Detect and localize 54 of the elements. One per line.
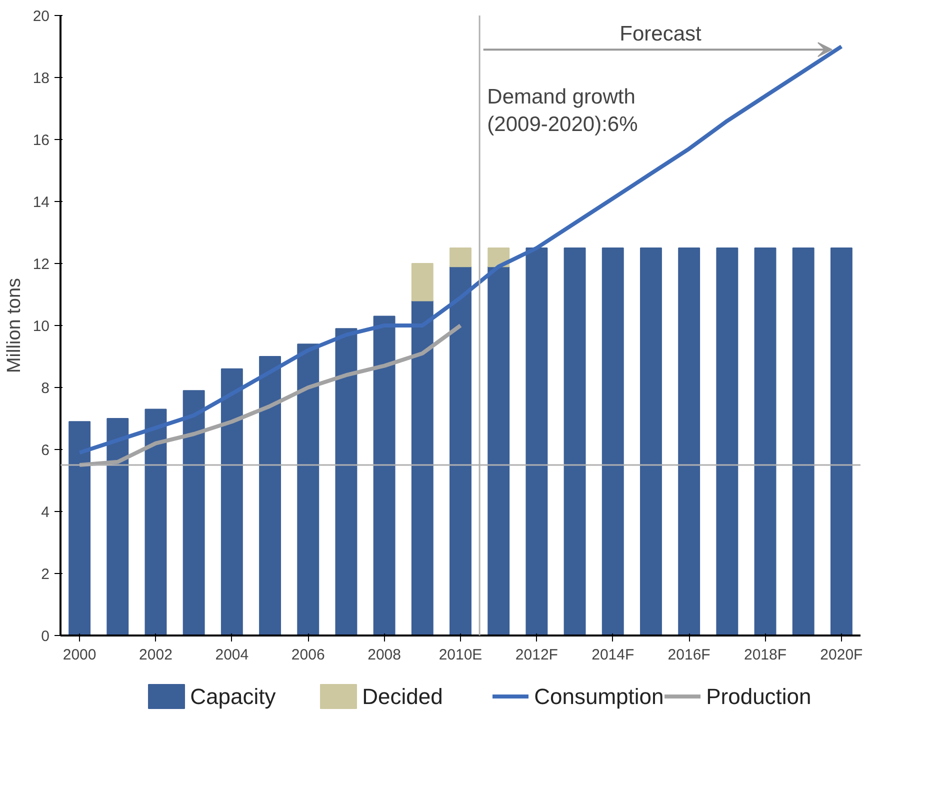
x-tick-label: 2020F: [820, 646, 863, 664]
bar: [68, 421, 91, 636]
y-tick-label: 8: [41, 380, 50, 397]
x-tick-label: 2016F: [668, 646, 710, 664]
bar: [297, 344, 320, 636]
y-tick-label: 0: [41, 628, 50, 645]
bar: [678, 248, 700, 636]
x-tick-label: 2018F: [744, 646, 787, 664]
y-tick-label: 20: [32, 8, 50, 25]
bar: [716, 248, 738, 636]
bar: [411, 263, 434, 302]
bar: [450, 248, 472, 268]
bar: [182, 390, 205, 636]
x-tick-label: 2004: [215, 646, 249, 664]
x-tick-label: 2002: [139, 646, 172, 664]
bar: [792, 248, 814, 636]
y-tick-label: 12: [32, 256, 50, 273]
y-tick-label: 6: [41, 442, 50, 459]
x-tick-label: 2000: [62, 646, 96, 664]
bar: [488, 266, 510, 636]
annotation: Forecast: [620, 22, 702, 46]
bar: [373, 316, 396, 636]
y-tick-label: 18: [32, 70, 50, 87]
y-tick-label: 4: [41, 504, 50, 521]
bar: [220, 368, 243, 636]
y-axis-title: Million tons: [4, 278, 25, 374]
legend-label: Capacity: [190, 684, 276, 709]
bar: [411, 300, 434, 636]
bar: [106, 418, 129, 636]
bar: [144, 408, 167, 636]
bar: [335, 328, 358, 636]
bar: [754, 248, 776, 636]
y-tick-label: 2: [41, 566, 50, 583]
line-series: [78, 44, 844, 455]
bar: [602, 248, 624, 636]
y-tick-label: 14: [32, 194, 50, 211]
annotation: Demand growth (2009-2020):6%: [487, 86, 638, 136]
x-tick-label: 2006: [291, 646, 325, 664]
legend-label: Production: [706, 684, 812, 709]
bar: [259, 356, 281, 636]
line-series: [78, 324, 462, 467]
legend-label: Consumption: [534, 684, 664, 709]
x-tick-label: 2010E: [438, 646, 482, 664]
x-tick-label: 2014F: [592, 646, 634, 664]
x-tick-label: 2008: [368, 646, 401, 664]
legend-label: Decided: [362, 684, 443, 709]
bar: [526, 248, 548, 636]
bar: [564, 248, 586, 636]
bar: [450, 266, 472, 636]
bar: [640, 248, 662, 636]
y-tick-label: 10: [32, 318, 50, 335]
bar: [830, 248, 852, 636]
x-tick-label: 2012F: [515, 646, 558, 664]
y-tick-label: 16: [32, 132, 50, 149]
